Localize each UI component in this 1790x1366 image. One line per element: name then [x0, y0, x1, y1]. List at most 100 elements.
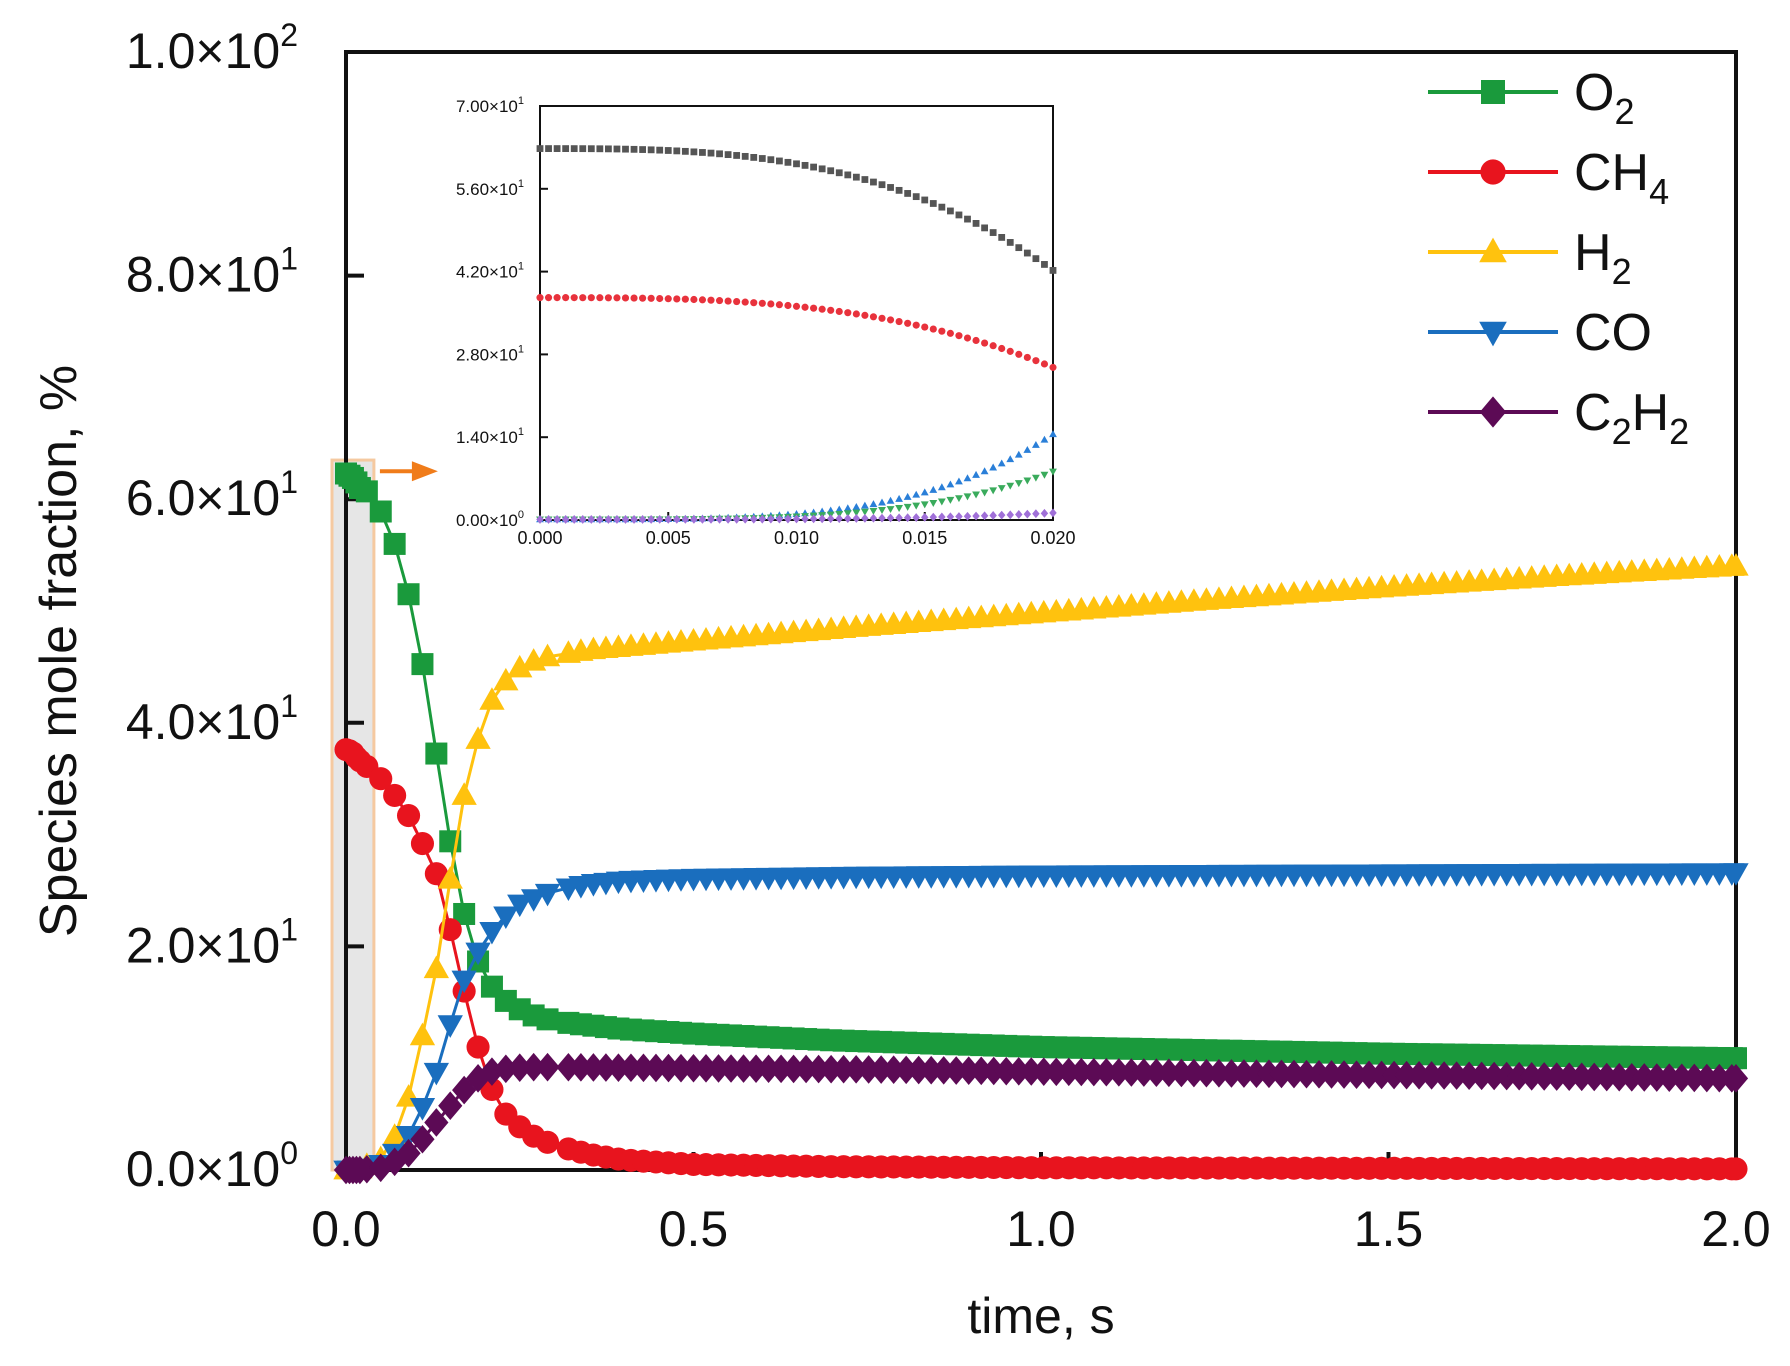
inset-data-point: [1041, 261, 1048, 268]
data-point: [383, 783, 407, 808]
inset-data-point: [553, 145, 561, 152]
data-point: [493, 667, 519, 691]
inset-data-point: [1014, 450, 1023, 458]
inset-data-point: [972, 336, 980, 345]
inset-data-point: [929, 325, 937, 333]
inset-data-point: [699, 149, 706, 156]
inset-data-point: [570, 145, 578, 153]
inset-data-point: [878, 181, 886, 189]
inset-data-point: [647, 514, 655, 524]
data-point: [536, 1130, 560, 1154]
inset-y-tick-exponent: 1: [518, 426, 524, 438]
inset-data-point: [656, 146, 664, 154]
inset-data-point: [835, 514, 843, 524]
x-axis-label: time, s: [967, 1288, 1114, 1344]
data-point: [425, 742, 448, 765]
inset-y-tick-mantissa: 1.40×10: [456, 428, 518, 447]
data-point: [1544, 1062, 1569, 1091]
inset-data-point: [1023, 353, 1031, 362]
data-point: [480, 1077, 504, 1102]
y-tick-exponent: 0: [280, 1135, 298, 1171]
inset-data-point: [741, 152, 749, 160]
inset-data-point: [895, 494, 904, 502]
inset-data-point: [724, 151, 732, 158]
highlight-arrow-head: [411, 461, 438, 482]
inset-data-point: [912, 490, 921, 498]
inset-data-point: [604, 514, 613, 524]
inset-data-point: [946, 329, 954, 337]
data-point: [856, 1055, 881, 1084]
inset-data-point: [852, 509, 861, 517]
inset-data-point: [827, 306, 835, 314]
data-point: [956, 1056, 981, 1085]
legend-label-base: C: [1574, 384, 1612, 442]
data-point: [1482, 1061, 1507, 1091]
inset-data-point: [818, 514, 826, 524]
data-point: [465, 726, 491, 749]
inset-data-point: [647, 146, 655, 154]
data-point: [1406, 1060, 1432, 1090]
inset-data-point: [912, 193, 920, 201]
data-point: [618, 1053, 644, 1083]
inset-data-point: [784, 301, 792, 310]
inset-data-point: [801, 161, 809, 169]
data-point: [1707, 1063, 1732, 1093]
legend-label: H2: [1574, 224, 1632, 292]
inset-data-point: [793, 160, 800, 168]
inset-data-point: [664, 295, 672, 303]
data-point: [395, 1125, 422, 1149]
data-point: [1723, 553, 1749, 576]
inset-data-point: [844, 514, 852, 523]
data-point: [831, 1054, 856, 1084]
data-point: [354, 1154, 379, 1184]
legend-label-subscript: 2: [1669, 411, 1689, 452]
legend-item-h2: H2: [1428, 224, 1632, 292]
inset-data-point: [1006, 510, 1014, 520]
data-point: [1294, 1059, 1319, 1089]
data-point: [1044, 1057, 1069, 1087]
data-point: [819, 1054, 844, 1084]
inset-data-point: [639, 146, 646, 153]
inset-data-point: [784, 158, 792, 166]
inset-data-point: [776, 157, 783, 165]
inset-data-point: [963, 474, 972, 482]
inset-x-tick-label: 0.010: [774, 528, 819, 548]
inset-data-point: [767, 514, 775, 524]
highlight-region: [330, 458, 376, 1172]
data-point: [881, 1055, 906, 1085]
data-point: [438, 1091, 463, 1121]
inset-data-point: [570, 514, 578, 524]
inset-data-point: [536, 294, 544, 302]
inset-data-point: [843, 504, 852, 512]
data-point: [1219, 1059, 1244, 1088]
inset-data-point: [981, 339, 989, 347]
legend-label-base: O: [1574, 64, 1614, 122]
inset-data-point: [947, 207, 954, 215]
y-tick-exponent: 1: [280, 241, 298, 277]
inset-data-point: [792, 514, 801, 524]
inset-data-point: [852, 310, 860, 318]
inset-data-point: [1015, 510, 1023, 519]
data-point: [453, 902, 476, 925]
data-point: [806, 1054, 831, 1084]
data-point: [1632, 1063, 1657, 1092]
y-tick-mantissa: 0.0×10: [126, 1141, 280, 1197]
y-tick-label: 1.0×102: [126, 17, 298, 79]
inset-data-point: [937, 498, 946, 506]
data-point: [383, 532, 406, 555]
data-point: [681, 1053, 706, 1083]
data-point: [369, 500, 392, 523]
data-point: [1119, 1058, 1144, 1087]
inset-data-point: [698, 514, 707, 524]
inset-data-point: [912, 502, 921, 510]
inset-data-point: [860, 508, 869, 516]
data-point: [451, 970, 477, 994]
data-point: [493, 1054, 518, 1084]
data-point: [411, 653, 434, 676]
data-point: [1206, 1059, 1232, 1088]
inset-data-point: [681, 514, 690, 524]
inset-data-point: [673, 514, 681, 524]
data-point: [507, 1053, 532, 1083]
inset-data-point: [1023, 249, 1031, 257]
inset-data-point: [775, 301, 783, 309]
